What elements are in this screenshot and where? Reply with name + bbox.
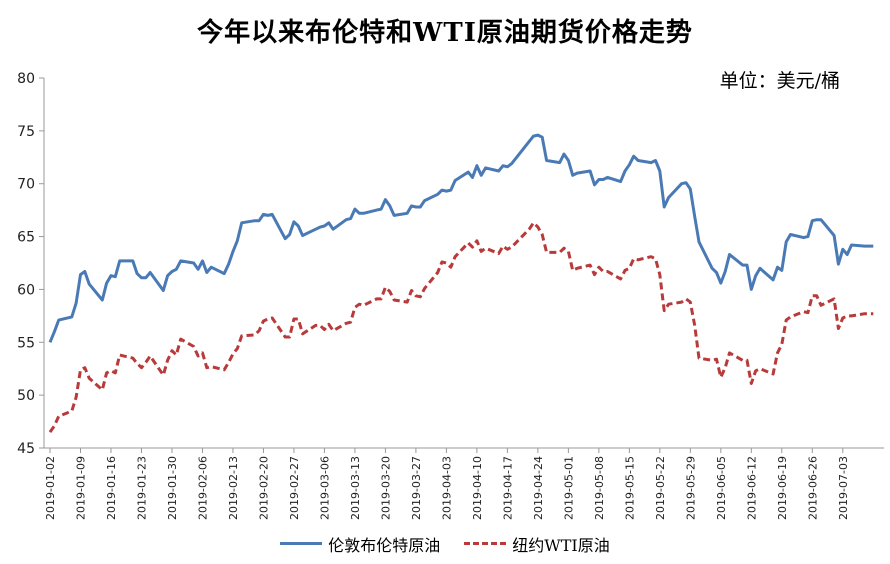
x-tick-label: 2019-05-01 [562,456,575,520]
x-tick-label: 2019-05-22 [654,456,667,520]
legend-swatch [464,542,507,545]
legend-label: 伦敦布伦特原油 [328,535,441,555]
x-tick-label: 2019-05-08 [593,456,606,520]
series-line-1 [48,133,874,343]
x-tick-label: 2019-03-27 [410,456,423,520]
x-tick-label: 2019-05-15 [623,456,636,520]
x-tick-label: 2019-03-20 [379,456,392,520]
legend-item-1: 伦敦布伦特原油 [280,532,440,556]
y-tick-label: 60 [17,282,35,298]
x-tick-label: 2019-01-16 [105,456,118,520]
y-tick-label: 75 [17,124,35,140]
x-tick-label: 2019-04-24 [532,456,545,520]
y-tick-label: 80 [17,71,35,87]
x-tick-label: 2019-03-13 [349,456,362,520]
x-tick-label: 2019-01-09 [74,456,87,520]
x-tick-label: 2019-04-03 [440,456,453,520]
x-tick-label: 2019-01-30 [166,456,179,520]
y-tick-label: 65 [17,230,35,246]
x-tick-label: 2019-06-05 [715,456,728,520]
x-tick-label: 2019-01-23 [135,456,148,520]
x-tick-label: 2019-01-02 [44,456,57,520]
x-tick-label: 2019-02-06 [196,456,209,520]
unit-label: 单位：美元/桶 [719,70,840,92]
y-tick-label: 45 [17,441,35,457]
x-tick-label: 2019-03-06 [318,456,331,520]
legend: 伦敦布伦特原油 纽约WTI原油 [0,530,890,556]
x-tick-label: 2019-02-27 [288,456,301,520]
y-tick-label: 70 [17,177,35,193]
legend-label: 纽约WTI原油 [512,535,610,555]
x-tick-label: 2019-07-03 [837,456,850,520]
series-line-2 [48,221,874,433]
x-tick-label: 2019-02-20 [257,456,270,520]
y-tick-label: 50 [17,388,35,404]
x-tick-label: 2019-05-29 [684,456,697,520]
x-tick-label: 2019-04-17 [501,456,514,520]
x-tick-label: 2019-04-10 [471,456,484,520]
x-tick-label: 2019-02-13 [227,456,240,520]
legend-swatch [280,542,323,545]
x-tick-label: 2019-06-19 [776,456,789,520]
x-tick-label: 2019-06-26 [806,456,819,520]
y-tick-label: 55 [17,335,35,351]
legend-item-2: 纽约WTI原油 [464,532,610,556]
chart-title: 今年以来布伦特和WTI原油期货价格走势 [197,18,693,48]
x-tick-label: 2019-06-12 [745,456,758,520]
